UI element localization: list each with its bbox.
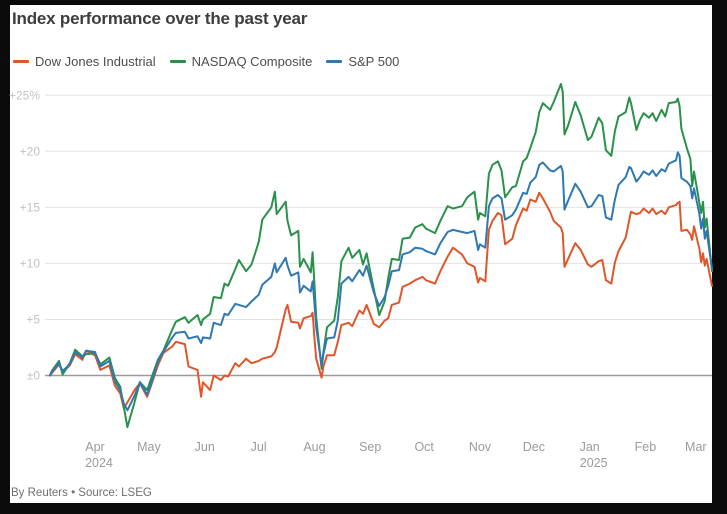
chart-card [10, 5, 712, 503]
legend-line-nasdaq-icon [169, 60, 186, 63]
legend-line-dow-jones-icon [13, 60, 29, 63]
legend-item-sp500: S&P 500 [326, 54, 399, 69]
chart-title: Index performance over the past year [12, 9, 308, 28]
legend-item-nasdaq: NASDAQ Composite [169, 54, 313, 69]
legend: Dow Jones Industrial NASDAQ Composite S&… [13, 54, 413, 69]
legend-label-nasdaq: NASDAQ Composite [191, 54, 313, 69]
legend-line-sp500-icon [326, 60, 343, 63]
legend-label-sp500: S&P 500 [348, 54, 400, 69]
legend-item-dow-jones: Dow Jones Industrial [13, 54, 156, 69]
legend-label-dow-jones: Dow Jones Industrial [35, 54, 156, 69]
source-attribution: By Reuters • Source: LSEG [11, 487, 152, 499]
